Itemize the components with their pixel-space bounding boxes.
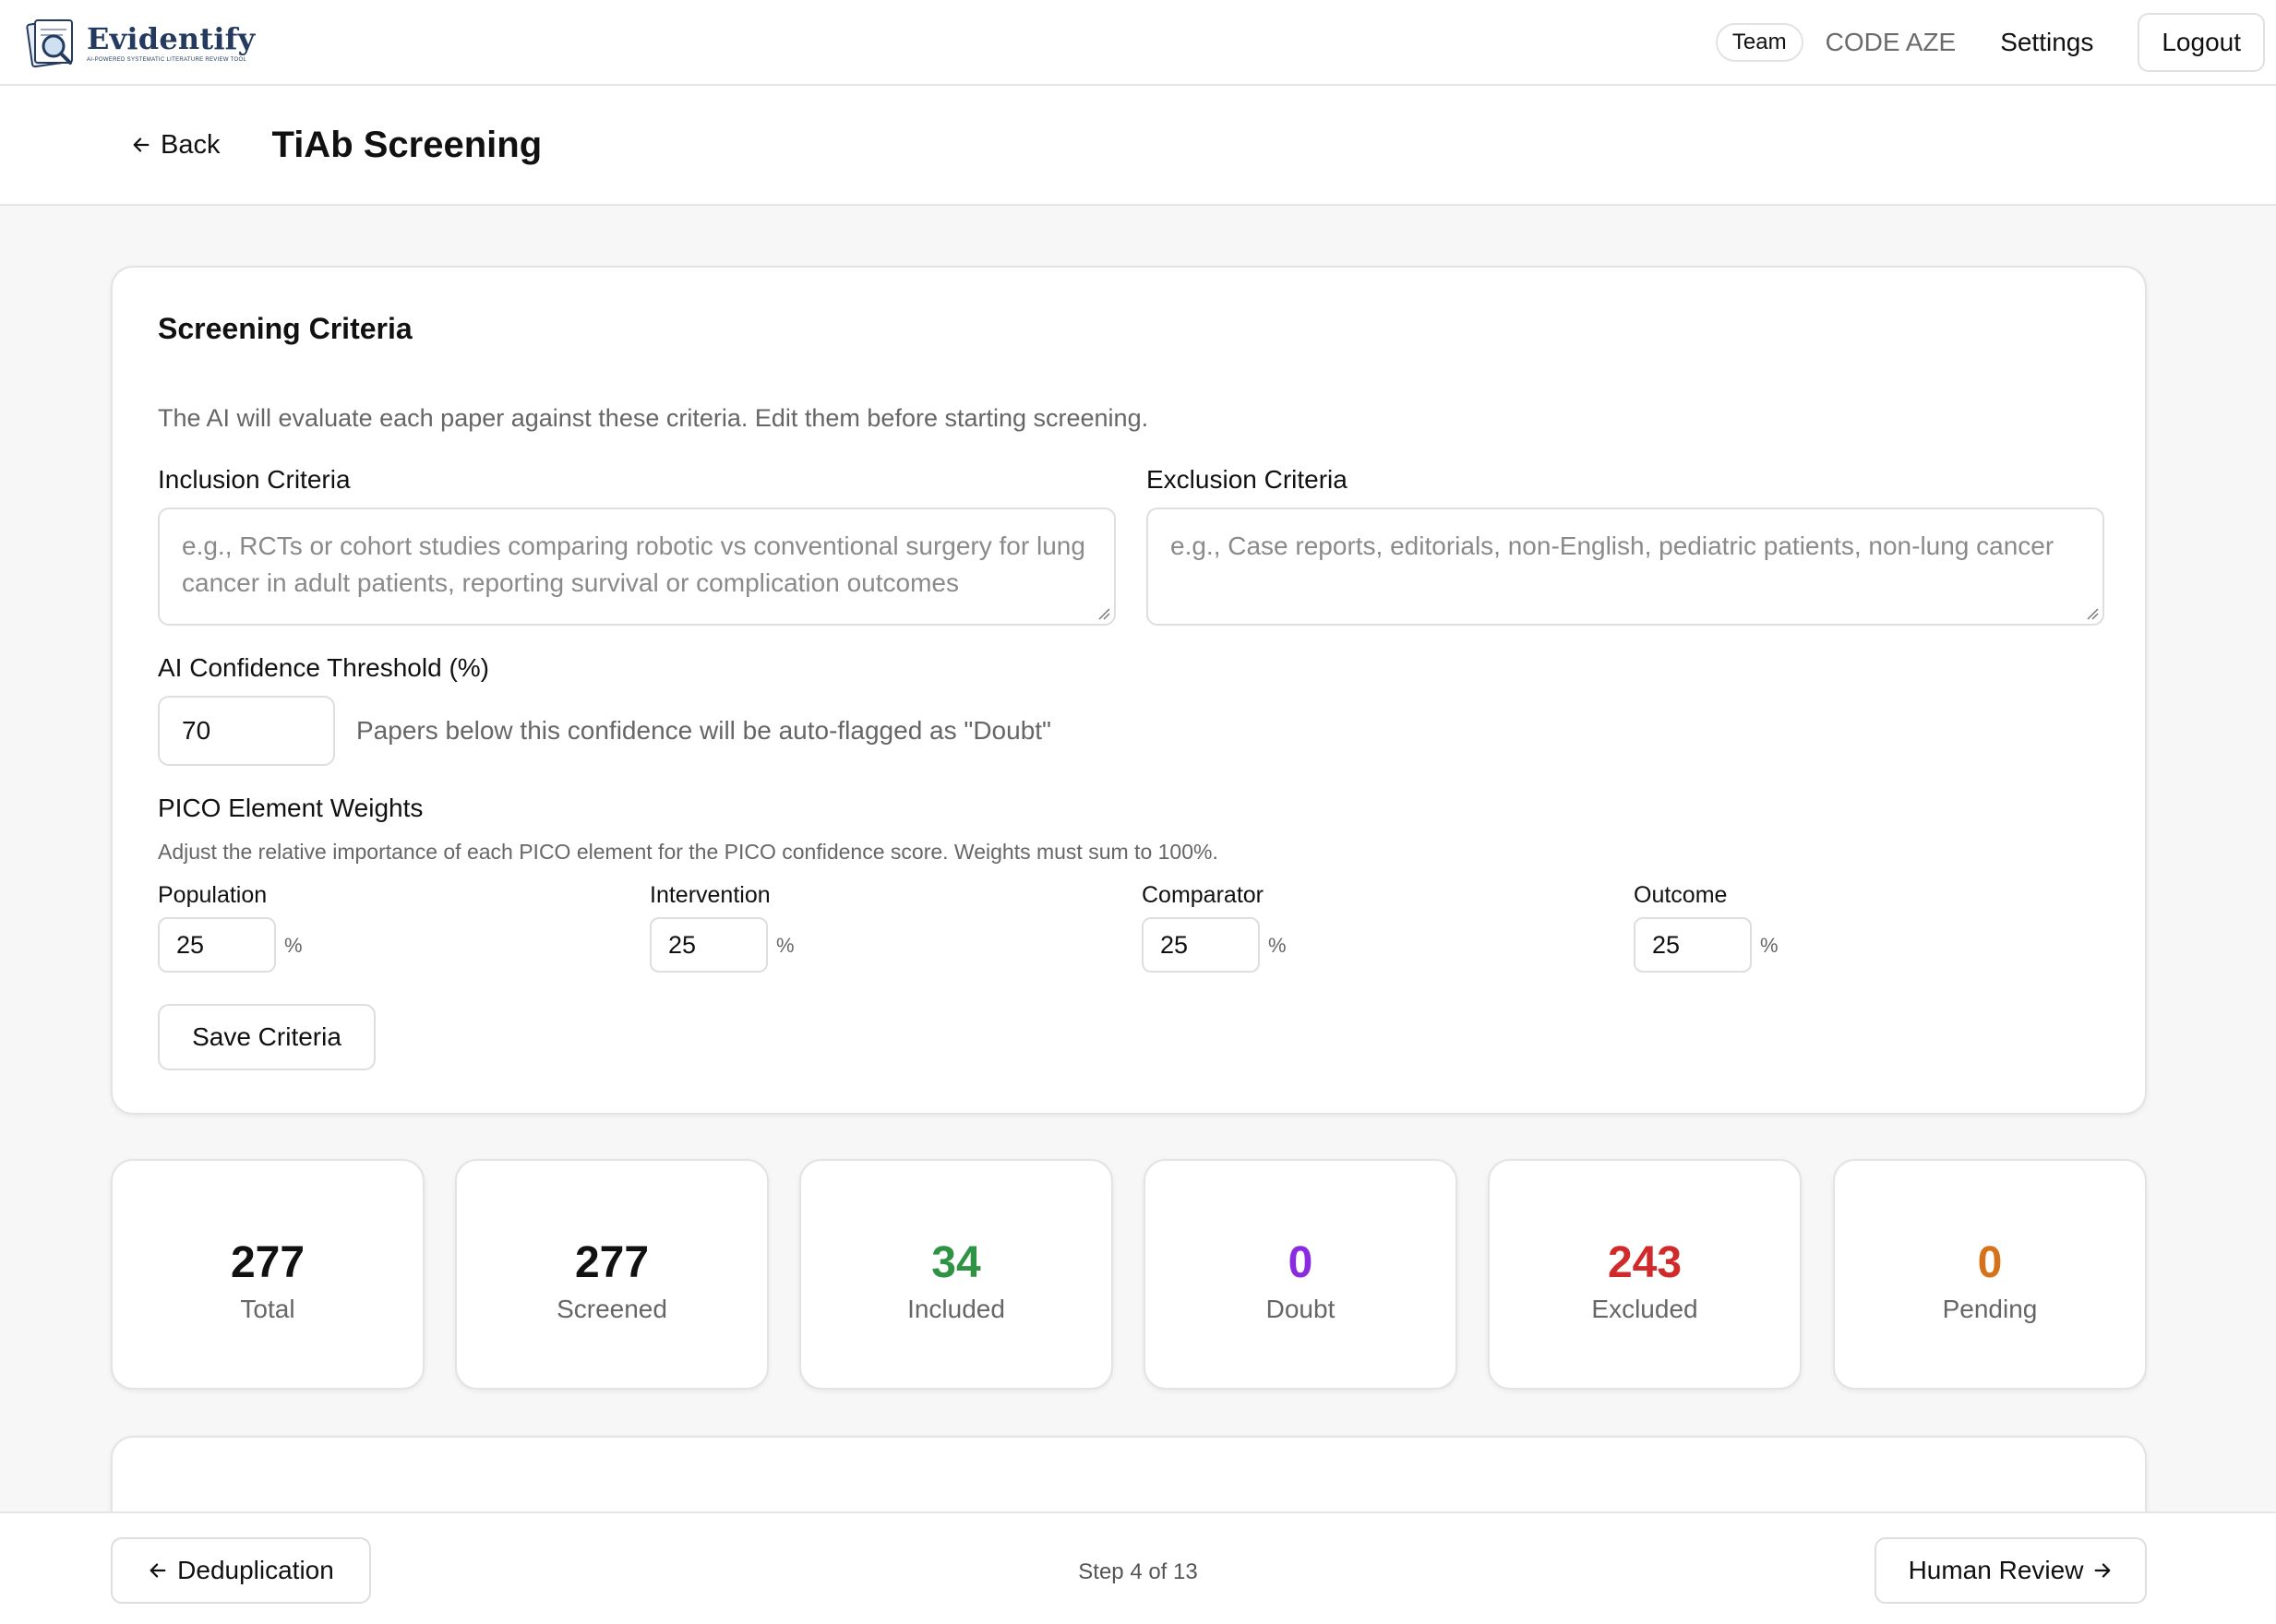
resize-grip-icon[interactable] <box>1097 607 1110 620</box>
settings-link[interactable]: Settings <box>2000 27 2094 56</box>
confidence-threshold-input[interactable]: 70 <box>158 696 335 766</box>
arrow-right-icon <box>2094 1563 2111 1578</box>
brand-tagline: AI-POWERED SYSTEMATIC LITERATURE REVIEW … <box>87 57 247 63</box>
percent-unit: % <box>1760 934 1779 957</box>
step-indicator: Step 4 of 13 <box>1078 1559 1198 1584</box>
back-button[interactable]: Back <box>131 130 220 161</box>
stat-value: 243 <box>1607 1238 1683 1287</box>
resize-grip-icon[interactable] <box>2086 607 2099 620</box>
top-nav: Evidentify AI-POWERED SYSTEMATIC LITERAT… <box>0 0 2276 86</box>
stat-value: 0 <box>1977 1238 2003 1287</box>
previous-step-label: Deduplication <box>177 1556 334 1584</box>
previous-step-button[interactable]: Deduplication <box>111 1537 371 1604</box>
page-title: TiAb Screening <box>271 124 543 165</box>
brand-name: Evidentify <box>87 21 256 56</box>
comparator-weight-input[interactable]: 25 <box>1142 917 1260 973</box>
inclusion-criteria-textarea[interactable]: e.g., RCTs or cohort studies comparing r… <box>158 508 1116 626</box>
exclusion-label: Exclusion Criteria <box>1146 465 1348 494</box>
threshold-label: AI Confidence Threshold (%) <box>158 653 489 682</box>
percent-unit: % <box>1268 934 1287 957</box>
stat-value: 0 <box>1288 1238 1313 1287</box>
stat-card-doubt: 0 Doubt <box>1144 1159 1457 1390</box>
save-criteria-button[interactable]: Save Criteria <box>158 1004 376 1070</box>
stat-value: 277 <box>230 1238 305 1287</box>
criteria-title: Screening Criteria <box>158 312 413 345</box>
intervention-weight-input[interactable]: 25 <box>650 917 768 973</box>
stat-label: Included <box>907 1295 1005 1323</box>
page-header: Back TiAb Screening <box>0 86 2276 206</box>
screening-criteria-card: Screening Criteria The AI will evaluate … <box>111 266 2147 1115</box>
stat-card-screened: 277 Screened <box>455 1159 769 1390</box>
exclusion-criteria-textarea[interactable]: e.g., Case reports, editorials, non-Engl… <box>1146 508 2104 626</box>
arrow-left-icon <box>133 137 150 152</box>
stat-value: 277 <box>574 1238 650 1287</box>
logout-button[interactable]: Logout <box>2138 12 2265 72</box>
stat-label: Screened <box>557 1295 667 1323</box>
inclusion-placeholder: e.g., RCTs or cohort studies comparing r… <box>182 531 1085 597</box>
stat-card-excluded: 243 Excluded <box>1488 1159 1802 1390</box>
stat-value: 34 <box>931 1238 981 1287</box>
next-step-button[interactable]: Human Review <box>1875 1537 2147 1604</box>
percent-unit: % <box>776 934 795 957</box>
exclusion-placeholder: e.g., Case reports, editorials, non-Engl… <box>1170 531 2054 560</box>
percent-unit: % <box>284 934 303 957</box>
stat-card-pending: 0 Pending <box>1833 1159 2147 1390</box>
stat-label: Excluded <box>1591 1295 1698 1323</box>
pico-title: PICO Element Weights <box>158 794 424 822</box>
inclusion-label: Inclusion Criteria <box>158 465 351 494</box>
stat-card-included: 34 Included <box>799 1159 1113 1390</box>
criteria-description: The AI will evaluate each paper against … <box>158 404 1149 432</box>
stat-label: Doubt <box>1265 1295 1336 1323</box>
pico-description: Adjust the relative importance of each P… <box>158 840 1218 864</box>
next-step-label: Human Review <box>1908 1556 2084 1584</box>
stat-label: Pending <box>1942 1295 2038 1323</box>
population-label: Population <box>158 882 268 908</box>
project-code-link[interactable]: CODE AZE <box>1825 27 1957 56</box>
comparator-label: Comparator <box>1142 882 1264 908</box>
team-badge[interactable]: Team <box>1715 22 1803 62</box>
outcome-weight-input[interactable]: 25 <box>1634 917 1752 973</box>
brand-logo[interactable]: Evidentify AI-POWERED SYSTEMATIC LITERAT… <box>26 17 255 68</box>
back-label: Back <box>161 129 221 160</box>
step-footer: Deduplication Step 4 of 13 Human Review <box>0 1511 2276 1624</box>
arrow-left-icon <box>150 1563 166 1578</box>
stat-card-total: 277 Total <box>111 1159 425 1390</box>
stat-label: Total <box>240 1295 295 1323</box>
threshold-hint: Papers below this confidence will be aut… <box>356 716 1051 745</box>
logo-icon <box>26 17 79 68</box>
intervention-label: Intervention <box>650 882 771 908</box>
outcome-label: Outcome <box>1634 882 1728 908</box>
population-weight-input[interactable]: 25 <box>158 917 276 973</box>
